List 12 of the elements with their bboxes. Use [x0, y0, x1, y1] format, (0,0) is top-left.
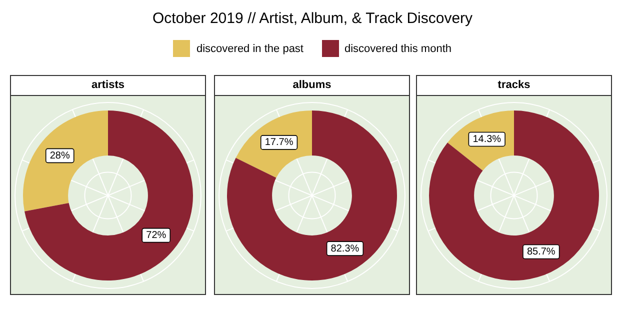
chart-title: October 2019 // Artist, Album, & Track Discovery: [151, 10, 474, 27]
legend-label: discovered in the past: [196, 42, 304, 54]
data-label: 85.7%: [526, 246, 556, 258]
data-label: 28%: [50, 150, 70, 162]
chart-subtitle: albums: [215, 76, 409, 96]
legend-label: discovered this month: [344, 42, 452, 54]
data-label: 72%: [146, 230, 166, 242]
data-label: 82.3%: [330, 243, 360, 254]
chart-subtitle: tracks: [417, 76, 611, 96]
data-label: 14.3%: [472, 134, 502, 145]
text: artists: [11, 76, 205, 96]
data-label: 17.7%: [264, 137, 294, 148]
